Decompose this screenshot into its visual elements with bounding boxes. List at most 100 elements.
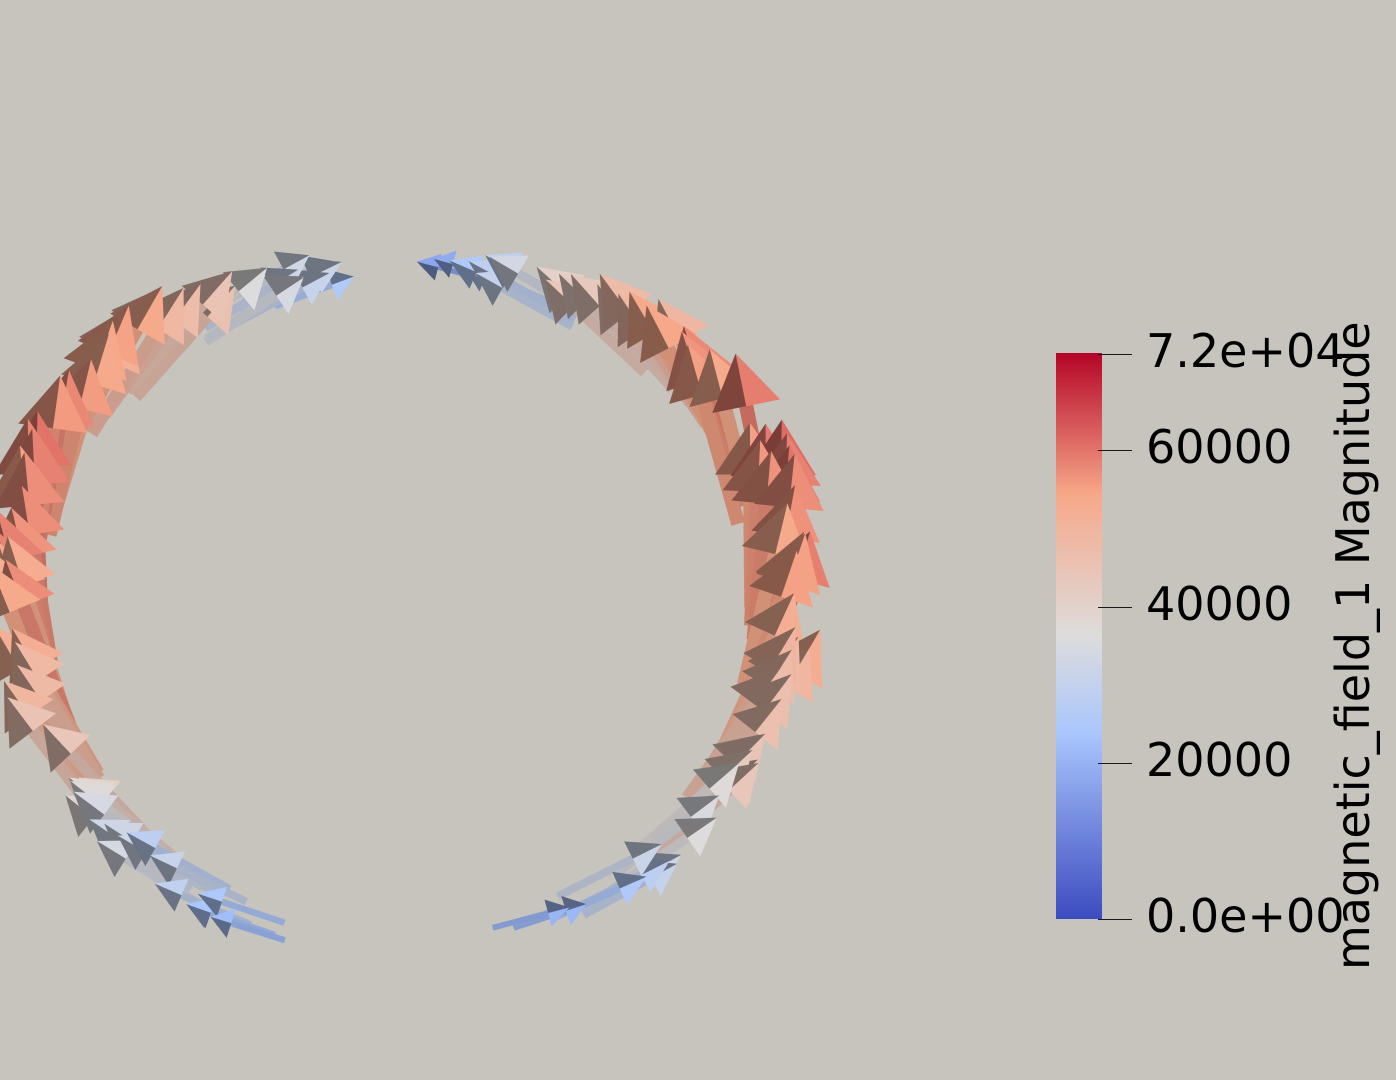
arrow-head (202, 270, 233, 324)
colorbar-tick-line (1098, 607, 1132, 608)
arrow-head-shadow (692, 762, 740, 789)
arrow-head (79, 359, 113, 417)
colorbar-tick-line (1098, 919, 1132, 920)
arrow-head-shadow (545, 279, 574, 325)
arrow-head (781, 550, 813, 608)
arrow-shaft (695, 392, 745, 526)
arrow-head-shadow (222, 267, 268, 292)
colorbar-tick-line (1098, 450, 1132, 451)
arrow-head (52, 375, 88, 434)
arrow-head-shadow (154, 883, 182, 912)
arrow-head-shadow (732, 698, 782, 733)
colorbar-tick-label: 20000 (1146, 733, 1293, 787)
arrow-head-shadow (674, 817, 717, 838)
arrow-head (210, 908, 236, 924)
arrow-head-shadow (65, 795, 94, 838)
arrow-head (32, 428, 71, 485)
arrow-head (489, 255, 529, 274)
arrow-head (154, 878, 189, 896)
arrow-head (0, 571, 41, 613)
colorbar-tick-line (1098, 763, 1132, 764)
arrow-head (24, 452, 65, 506)
arrow-head (548, 907, 570, 927)
arrow-head (4, 680, 54, 717)
arrow-head-shadow (210, 916, 232, 938)
arrow-head (641, 860, 670, 893)
arrow-head (687, 817, 717, 857)
arrow-shaft (175, 864, 249, 906)
arrow-head (14, 641, 65, 681)
colorbar-tick-label-min: 0.0e+00 (1146, 889, 1345, 943)
arrow-shaft (491, 910, 549, 931)
arrow-shaft (42, 406, 87, 537)
arrow-head (16, 665, 67, 701)
colorbar-tick-line (1098, 354, 1132, 355)
arrow-head-shadow (749, 550, 797, 597)
arrow-head-shadow (475, 273, 503, 306)
arrow-head-shadow (754, 453, 795, 508)
arrow-shaft (595, 302, 678, 393)
arrow-head-shadow (756, 533, 806, 585)
arrow-head-shadow (676, 795, 720, 817)
arrow-head (632, 844, 662, 877)
arrow-head (735, 353, 781, 407)
arrow-head (157, 287, 184, 346)
arrow-head-shadow (544, 899, 570, 914)
arrow-head (302, 272, 330, 306)
arrow-head-shadow (273, 251, 310, 270)
arrow-head (7, 697, 57, 731)
arrow-shaft (131, 313, 212, 402)
arrow-head-shadow (117, 835, 146, 871)
arrow-head-shadow (63, 320, 113, 370)
arrow-head (331, 276, 355, 301)
arrow-head (73, 791, 119, 815)
arrow-head (21, 485, 65, 536)
arrow-head (619, 876, 647, 906)
arrow-head-shadow (0, 588, 10, 617)
arrow-head-shadow (96, 840, 126, 878)
arrow-head-shadow (570, 273, 600, 325)
arrow-head-shadow (61, 333, 110, 385)
arrow-head-shadow (712, 353, 747, 414)
arrow-head (276, 277, 304, 315)
arrow-head-shadow (669, 344, 702, 405)
arrow-head-shadow (743, 627, 796, 670)
arrow-shaft (32, 676, 105, 782)
arrow-head (43, 724, 91, 754)
arrow-head-shadow (612, 871, 647, 889)
arrow-head (137, 285, 165, 345)
arrow-head-shadow (745, 593, 795, 636)
arrow-head (238, 267, 268, 311)
arrow-head-shadow (731, 450, 772, 504)
arrow-head-shadow (264, 277, 304, 296)
arrow-head-shadow (640, 305, 669, 363)
arrow-head-shadow (292, 269, 330, 288)
arrow-head (651, 863, 678, 896)
arrow-head (566, 904, 587, 926)
arrow-head-shadow (433, 258, 453, 278)
arrow-shaft (230, 920, 286, 944)
colorbar-tick-label: 60000 (1146, 420, 1293, 474)
arrow-head-shadow (416, 261, 439, 281)
colorbar-title: magnetic_field_1 Magnitude (1326, 321, 1380, 970)
arrow-head-shadow (304, 258, 342, 276)
arrow-shaft (569, 301, 649, 377)
arrow-head-shadow (740, 674, 792, 712)
colorbar-tick-label: 40000 (1146, 577, 1293, 631)
arrow-head-shadow (624, 841, 662, 859)
colorbar-tick-label-max: 7.2e+04 (1146, 324, 1345, 378)
arrow-head (149, 851, 186, 869)
arrow-head-shadow (689, 348, 723, 408)
arrow-head (5, 559, 55, 606)
arrow-shaft (203, 291, 279, 346)
arrow-head-shadow (449, 260, 477, 289)
arrow-head (416, 253, 442, 268)
colorbar-gradient (1056, 353, 1102, 919)
arrow-head-shadow (489, 256, 519, 292)
arrow-shaft (220, 898, 286, 926)
arrow-head-shadow (558, 273, 587, 320)
arrow-head-shadow (43, 724, 71, 773)
arrow-head-shadow (7, 697, 33, 749)
